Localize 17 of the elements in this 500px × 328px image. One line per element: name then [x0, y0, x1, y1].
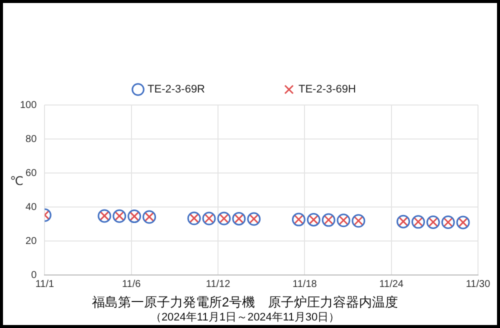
- x-tick-label: 11/24: [379, 278, 404, 290]
- text: （2024年11月1日～2024年11月30日）: [150, 311, 340, 324]
- x-tick-label: 11/30: [466, 278, 491, 290]
- x-tick-label: 11/12: [206, 278, 231, 290]
- x-tick-label: 11/1: [35, 278, 54, 290]
- x-tick-label: 11/18: [292, 278, 318, 290]
- y-tick-label: 40: [26, 202, 38, 213]
- y-tick-label: 20: [26, 236, 38, 247]
- y-tick-label: 100: [20, 100, 38, 111]
- y-axis-title: ℃: [10, 174, 24, 188]
- y-tick-label: 60: [26, 168, 38, 179]
- y-tick-label: 0: [31, 270, 38, 281]
- text: 福島第一原子力発電所2号機 原子炉圧力容器内温度: [92, 294, 398, 310]
- legend-label: TE-2-3-69H: [298, 84, 356, 96]
- x-tick-label: 11/6: [122, 278, 142, 290]
- y-tick-label: 80: [26, 134, 38, 145]
- legend-label: TE-2-3-69R: [148, 84, 206, 96]
